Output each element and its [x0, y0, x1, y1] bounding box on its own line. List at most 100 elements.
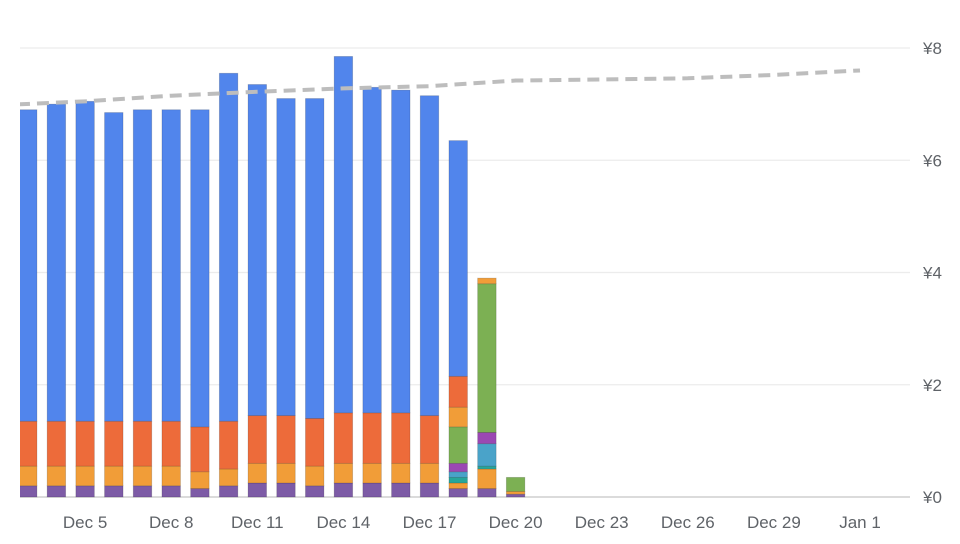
- bar-segment: [391, 89, 411, 414]
- bar-segment: [190, 471, 210, 489]
- bar-segment: [247, 462, 267, 484]
- bar-segment: [276, 462, 296, 484]
- bar-segment: [448, 476, 468, 484]
- bar-segment: [505, 490, 526, 495]
- bar-segment: [104, 465, 124, 487]
- bar-segment: [0, 486, 8, 497]
- bar-segment: [218, 420, 239, 470]
- x-tick-label: Dec 14: [316, 513, 370, 532]
- bar-segment: [305, 465, 325, 487]
- bars: [0, 56, 526, 498]
- bar-segment: [161, 109, 181, 422]
- x-axis-ticks: Dec 5 Dec 8 Dec 11 Dec 14 Dec 17 Dec 20 Dec 23…: [63, 513, 881, 532]
- bar-segment: [448, 488, 468, 498]
- bar-segment: [333, 482, 354, 498]
- bar-segment: [305, 485, 325, 498]
- bar-segment: [132, 420, 153, 467]
- bar-segment: [0, 101, 8, 421]
- bar-segment: [161, 465, 181, 487]
- x-tick-label: Dec 8: [149, 513, 193, 532]
- x-tick-label: Dec 20: [489, 513, 543, 532]
- bar-segment: [20, 109, 38, 422]
- bar-segment: [218, 468, 239, 487]
- bar-segment: [75, 100, 95, 422]
- bar-segment: [477, 443, 497, 467]
- y-tick-label: ¥2: [922, 376, 942, 395]
- trend-line-layer: [20, 68, 861, 107]
- x-tick-label: Dec 5: [63, 513, 107, 532]
- bar-segment: [46, 420, 67, 467]
- bar-segment: [305, 418, 325, 467]
- bar-segment: [247, 415, 267, 464]
- bar-segment: [362, 86, 382, 414]
- x-tick-label: Dec 17: [403, 513, 457, 532]
- bar-segment: [477, 283, 497, 433]
- bar-segment: [448, 426, 468, 464]
- y-axis-ticks: ¥0 ¥2 ¥4 ¥6 ¥8: [922, 39, 942, 507]
- bar-segment: [161, 485, 181, 498]
- bar-segment: [305, 98, 325, 419]
- bar-segment: [247, 84, 267, 417]
- bar-segment: [448, 462, 468, 473]
- bar-segment: [477, 488, 497, 498]
- bar-segment: [505, 476, 526, 492]
- bar-segment: [132, 485, 153, 498]
- y-tick-label: ¥6: [922, 151, 942, 170]
- bar-segment: [477, 468, 497, 489]
- bar-segment: [161, 420, 181, 467]
- bar-segment: [190, 488, 210, 498]
- bar-segment: [448, 471, 468, 478]
- bar-segment: [104, 485, 124, 498]
- y-tick-label: ¥0: [922, 488, 942, 507]
- bar-segment: [75, 420, 95, 467]
- bar-segment: [20, 420, 38, 467]
- bar-segment: [362, 412, 382, 464]
- trend-line: [20, 68, 861, 107]
- bar-segment: [448, 140, 468, 377]
- bar-segment: [333, 462, 354, 484]
- bar-segment: [276, 415, 296, 464]
- bar-segment: [218, 72, 239, 422]
- bar-segment: [448, 406, 468, 428]
- bar-segment: [333, 56, 354, 414]
- bar-segment: [0, 466, 8, 486]
- bar-segment: [419, 95, 440, 417]
- bar-segment: [190, 426, 210, 473]
- bar-segment: [46, 485, 67, 498]
- bar-segment: [46, 465, 67, 487]
- bar-segment: [247, 482, 267, 498]
- bar-segment: [132, 465, 153, 487]
- y-tick-label: ¥8: [922, 39, 942, 58]
- x-tick-label: Dec 26: [661, 513, 715, 532]
- bar-segment: [276, 482, 296, 498]
- bar-segment: [477, 465, 497, 470]
- x-tick-label: Dec 11: [231, 513, 284, 532]
- bar-segment: [190, 109, 210, 428]
- bar-segment: [75, 465, 95, 487]
- bar-segment: [391, 412, 411, 464]
- bar-segment: [75, 485, 95, 498]
- bar-segment: [132, 109, 153, 422]
- bar-segment: [333, 412, 354, 464]
- y-tick-label: ¥4: [922, 264, 942, 283]
- x-tick-label: Dec 29: [747, 513, 801, 532]
- bar-segment: [218, 485, 239, 498]
- bar-segment: [0, 421, 8, 466]
- bar-segment: [448, 482, 468, 489]
- bar-segment: [362, 462, 382, 484]
- bar-segment: [477, 432, 497, 445]
- bar-segment: [46, 103, 67, 422]
- bar-segment: [391, 482, 411, 498]
- bar-segment: [448, 375, 468, 408]
- bar-segment: [104, 112, 124, 422]
- bar-segment: [104, 420, 124, 467]
- bar-segment: [276, 98, 296, 417]
- x-tick-label: Jan 1: [839, 513, 881, 532]
- bar-segment: [20, 485, 38, 498]
- bar-segment: [20, 465, 38, 487]
- bar-segment: [362, 482, 382, 498]
- bar-segment: [391, 462, 411, 484]
- bar-segment: [419, 482, 440, 498]
